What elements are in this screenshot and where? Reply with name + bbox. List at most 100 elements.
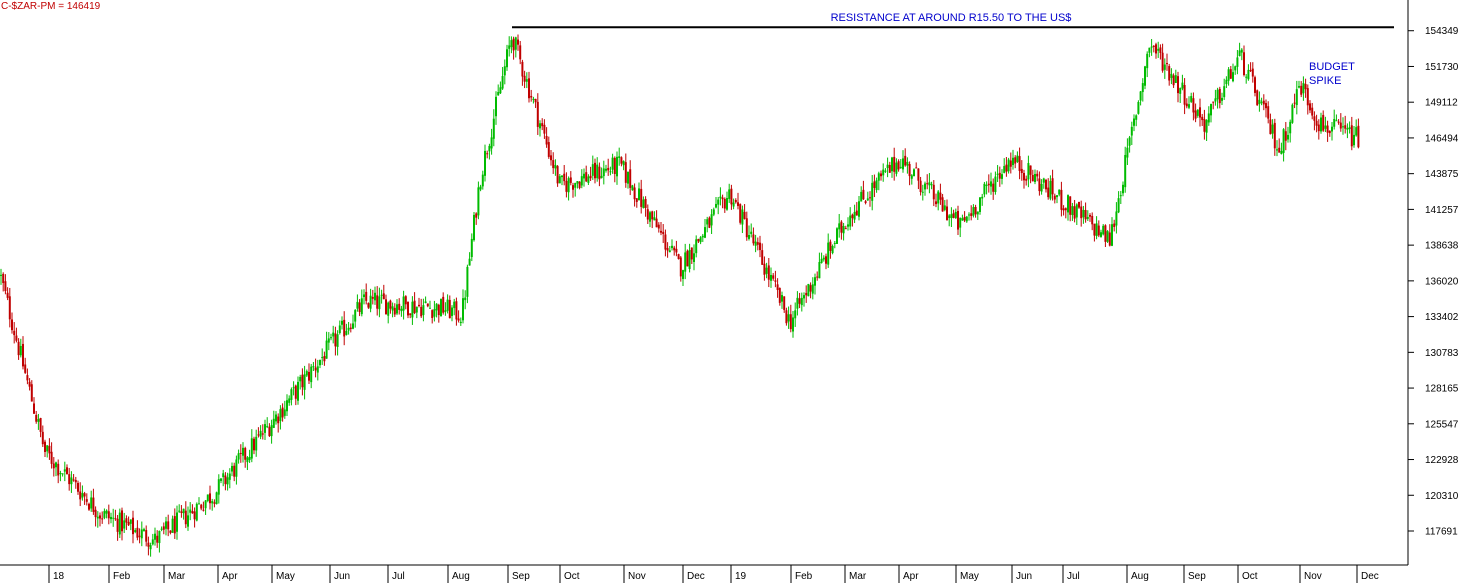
candle-up (338, 325, 341, 333)
candle-up (235, 459, 238, 477)
candle-up (90, 497, 93, 509)
candle-down (646, 209, 649, 220)
candle-down (987, 183, 990, 186)
candle-up (134, 530, 137, 533)
x-tick-label: Aug (1131, 571, 1149, 582)
candle-down (585, 172, 588, 182)
candle-down (209, 493, 211, 504)
candle-up (1135, 115, 1138, 120)
candle-down (941, 197, 944, 212)
candle-up (741, 209, 744, 225)
candle-up (858, 201, 860, 217)
candle-down (816, 276, 819, 278)
candle-up (1282, 129, 1285, 153)
candle-down (565, 180, 568, 192)
x-tick-label: Mar (849, 571, 867, 582)
candle-up (391, 306, 394, 311)
candle-down (116, 518, 119, 532)
candle-up (237, 453, 240, 460)
candle-down (935, 201, 937, 205)
candle-up (539, 123, 541, 129)
candle-down (457, 318, 460, 321)
candle-down (1047, 187, 1050, 198)
candle-up (684, 252, 687, 272)
candle-up (446, 299, 449, 311)
candle-up (440, 299, 442, 317)
candle-up (468, 258, 471, 266)
candle-down (101, 518, 104, 520)
candle-down (563, 173, 566, 182)
candle-down (1300, 85, 1303, 95)
candle-down (308, 371, 310, 381)
candle-down (697, 238, 700, 242)
candle-down (1249, 70, 1252, 72)
candle-up (983, 183, 986, 195)
candle-up (959, 217, 962, 228)
candle-up (906, 161, 909, 166)
candle-up (341, 320, 343, 325)
candle-down (121, 510, 123, 532)
candle-down (83, 493, 86, 497)
candle-down (970, 213, 973, 216)
x-tick-label: 18 (53, 571, 65, 582)
candle-down (11, 319, 13, 331)
candle-down (107, 511, 110, 519)
candle-down (1060, 189, 1063, 210)
candle-down (723, 198, 726, 209)
candle-down (147, 542, 150, 547)
candle-up (451, 307, 453, 316)
candle-up (580, 176, 583, 186)
y-tick-label: 120310 (1425, 491, 1459, 502)
candle-up (930, 184, 933, 186)
candle-down (952, 213, 955, 218)
candle-up (1056, 195, 1058, 198)
candle-up (1034, 173, 1036, 182)
candle-down (880, 173, 882, 177)
candle-down (840, 221, 843, 233)
candle-down (74, 479, 77, 483)
candle-up (611, 157, 614, 170)
candle-up (189, 509, 192, 513)
candle-down (162, 526, 165, 530)
candle-up (605, 168, 607, 171)
x-tick-label: Apr (222, 571, 238, 582)
candle-down (1108, 232, 1111, 246)
candle-down (778, 288, 781, 303)
candle-down (1203, 118, 1206, 132)
candle-up (943, 205, 946, 210)
candle-up (1117, 198, 1120, 213)
candle-up (360, 298, 363, 315)
candle-up (299, 376, 302, 382)
candle-up (378, 296, 381, 310)
candle-up (1141, 83, 1144, 93)
candle-down (26, 375, 29, 381)
candle-down (829, 241, 832, 251)
candle-down (169, 530, 172, 533)
resistance-annotation: RESISTANCE AT AROUND R15.50 TO THE US$ (831, 12, 1072, 24)
y-tick-label: 117691 (1425, 527, 1458, 538)
candle-down (404, 296, 407, 305)
candle-up (525, 79, 528, 82)
candle-up (1003, 166, 1006, 173)
candle-up (118, 512, 121, 535)
candle-down (244, 448, 247, 460)
candle-up (187, 515, 189, 527)
candle-up (356, 301, 359, 309)
candle-down (1212, 101, 1215, 103)
candle-down (1073, 206, 1076, 219)
candle-down (761, 250, 764, 265)
candle-down (686, 250, 689, 267)
candle-down (662, 231, 665, 235)
x-tick-label: May (276, 571, 295, 582)
candle-up (1100, 232, 1102, 237)
candle-up (165, 521, 167, 529)
candle-down (455, 301, 458, 320)
candle-down (1317, 124, 1320, 132)
candle-up (1287, 134, 1289, 140)
candle-down (1152, 45, 1155, 47)
candle-down (963, 216, 966, 221)
candle-up (226, 477, 229, 485)
candle-up (1247, 69, 1250, 80)
candle-up (871, 182, 874, 201)
